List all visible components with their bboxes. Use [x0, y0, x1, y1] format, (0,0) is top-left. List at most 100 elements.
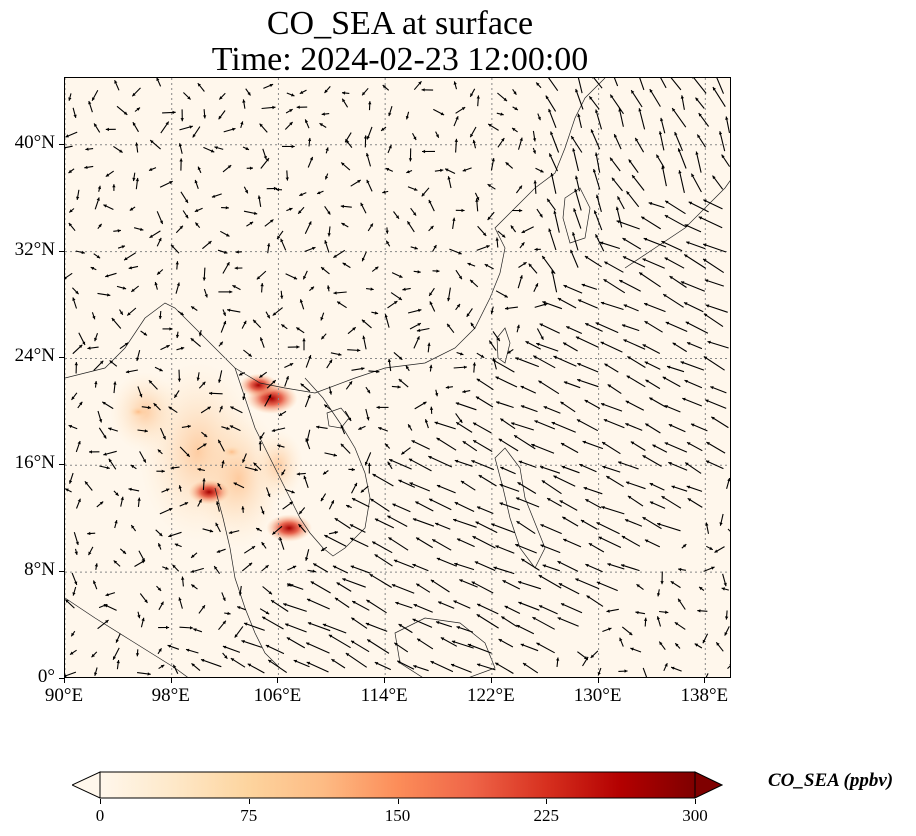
wind-arrowhead-502 — [520, 385, 524, 389]
wind-arrowhead-885 — [501, 616, 505, 620]
wind-arrowhead-564 — [473, 422, 477, 426]
wind-arrowhead-421 — [180, 346, 185, 351]
wind-arrowhead-482 — [113, 381, 117, 385]
wind-arrowhead-583 — [218, 439, 222, 444]
wind-arrowhead-857 — [586, 595, 590, 599]
wind-arrowhead-513 — [99, 419, 103, 423]
wind-arrowhead-554 — [271, 428, 276, 432]
wind-arrowhead-784 — [393, 559, 398, 563]
wind-arrowhead-50 — [461, 107, 466, 111]
wind-arrowhead-908 — [306, 642, 310, 646]
wind-arrowhead-411 — [622, 324, 626, 328]
wind-arrowhead-137 — [265, 158, 269, 162]
wind-arrowhead-185 — [592, 169, 597, 173]
wind-arrowhead-643 — [128, 487, 132, 491]
wind-arrowhead-223 — [703, 199, 707, 203]
wind-arrowhead-610 — [108, 458, 112, 463]
wind-arrow-818 — [430, 579, 450, 593]
wind-arrow-597 — [498, 438, 519, 452]
wind-arrowhead-239 — [385, 230, 389, 234]
wind-arrow-720 — [387, 515, 408, 527]
wind-arrow-343 — [551, 270, 558, 293]
wind-arrowhead-582 — [203, 443, 207, 447]
wind-arrowhead-463 — [387, 358, 392, 363]
wind-arrow-542 — [682, 397, 703, 407]
wind-arrowhead-78 — [366, 136, 370, 140]
wind-arrowhead-861 — [678, 598, 682, 603]
wind-arrowhead-850 — [438, 601, 442, 605]
wind-arrowhead-2 — [114, 80, 118, 84]
wind-arrowhead-936 — [230, 658, 235, 662]
wind-arrow-637 — [668, 461, 688, 471]
wind-arrowhead-777 — [265, 565, 269, 569]
wind-arrowhead-923 — [630, 647, 634, 651]
wind-arrowhead-707 — [131, 525, 135, 529]
wind-arrowhead-775 — [214, 566, 218, 570]
lon-tick-label-6: 138°E — [680, 685, 729, 706]
wind-arrowhead-108 — [325, 147, 329, 151]
wind-arrowhead-671 — [727, 478, 730, 482]
wind-arrowhead-91 — [638, 108, 642, 112]
wind-arrowhead-870 — [193, 628, 197, 632]
wind-arrowhead-247 — [553, 210, 557, 214]
wind-arrowhead-327 — [229, 290, 233, 294]
wind-arrowhead-113 — [422, 149, 426, 154]
wind-arrow-563 — [455, 421, 473, 433]
wind-arrowhead-51 — [476, 95, 480, 99]
wind-arrow-626 — [428, 455, 453, 468]
wind-arrowhead-956 — [664, 663, 668, 667]
wind-arrowhead-259 — [124, 257, 128, 261]
wind-arrowhead-898 — [113, 656, 116, 660]
wind-arrowhead-238 — [369, 223, 373, 227]
wind-arrowhead-154 — [610, 157, 614, 162]
wind-arrowhead-614 — [197, 467, 201, 472]
wind-arrowhead-815 — [369, 574, 374, 578]
wind-arrow-281 — [595, 233, 605, 252]
wind-arrowhead-883 — [456, 626, 460, 630]
wind-arrow-942 — [345, 652, 368, 668]
concentration-hotspot-1 — [239, 373, 278, 397]
wind-arrow-569 — [576, 419, 599, 432]
wind-arrowhead-579 — [142, 459, 146, 463]
wind-arrowhead-553 — [259, 435, 263, 440]
wind-arrowhead-501 — [495, 376, 499, 380]
wind-arrowhead-562 — [434, 421, 438, 425]
wind-arrowhead-930 — [116, 660, 120, 664]
wind-arrowhead-240 — [407, 221, 411, 225]
lon-tick-mark-5 — [597, 678, 599, 683]
wind-arrowhead-32 — [73, 114, 77, 118]
wind-arrowhead-656 — [398, 479, 402, 483]
wind-arrow-31 — [716, 78, 725, 94]
wind-arrow-663 — [541, 479, 562, 495]
wind-arrowhead-877 — [322, 623, 327, 627]
wind-arrowhead-623 — [387, 461, 391, 466]
wind-arrowhead-192 — [69, 209, 73, 213]
wind-arrowhead-530 — [459, 419, 463, 423]
coastline-indochina — [234, 367, 371, 557]
wind-arrowhead-522 — [278, 412, 283, 416]
wind-arrowhead-762 — [598, 536, 602, 540]
wind-arrowhead-1 — [92, 97, 95, 101]
wind-arrow-949 — [494, 662, 514, 674]
wind-arrowhead-497 — [435, 392, 439, 397]
wind-arrowhead-235 — [308, 221, 312, 225]
wind-arrowhead-79 — [381, 127, 385, 131]
wind-arrowhead-155 — [628, 159, 632, 163]
wind-arrowhead-214 — [539, 213, 543, 218]
wind-arrow-444 — [642, 344, 661, 354]
colorbar-tick-mark-1 — [248, 799, 250, 804]
wind-arrowhead-208 — [412, 212, 417, 216]
wind-arrowhead-529 — [429, 406, 434, 410]
wind-arrowhead-947 — [451, 663, 455, 667]
wind-arrow-689 — [415, 501, 434, 512]
wind-arrowhead-636 — [642, 455, 646, 459]
wind-arrowhead-596 — [473, 440, 477, 444]
wind-arrow-469 — [492, 359, 515, 373]
wind-arrow-824 — [558, 582, 580, 595]
wind-arrow-566 — [510, 422, 534, 431]
wind-arrowhead-423 — [219, 341, 223, 346]
wind-arrowhead-379 — [623, 304, 628, 308]
wind-arrowhead-453 — [177, 378, 182, 382]
wind-arrow-344 — [563, 284, 583, 294]
wind-arrow-120 — [570, 135, 583, 153]
